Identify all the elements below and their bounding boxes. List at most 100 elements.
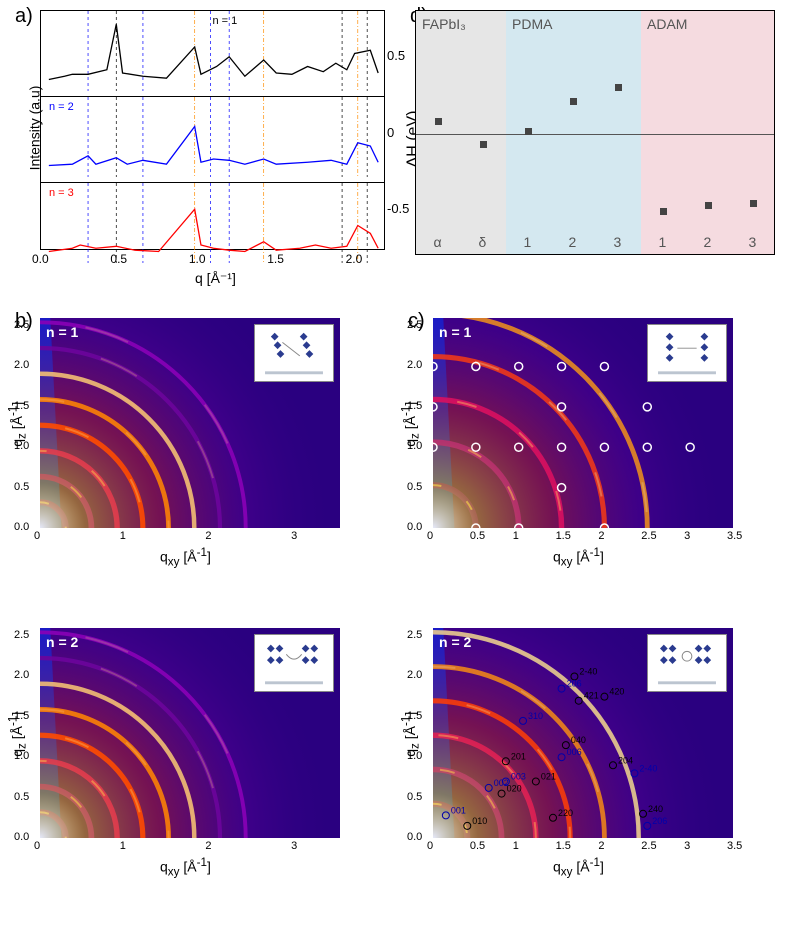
scatter-plot: FAPbI₃PDMAADAMαδ123123 [415, 10, 775, 255]
ytick: 1.5 [407, 710, 422, 722]
panel-d-enthalpy: d) ΔH (eV) FAPbI₃PDMAADAMαδ123123 -0.500… [415, 10, 775, 295]
xtick: 2.5 [641, 840, 656, 852]
xcat: 3 [614, 234, 622, 250]
data-point [525, 128, 532, 135]
svg-text:220: 220 [558, 808, 573, 818]
xtick: 2.5 [641, 530, 656, 542]
xrd-n3: n = 3 [41, 183, 384, 268]
ytick: 2.5 [14, 629, 29, 641]
xtick: 3 [684, 840, 690, 852]
xtick: 1 [513, 840, 519, 852]
giwaxs-plot: n = 1 [40, 318, 340, 528]
n-label-1: n = 2 [49, 101, 74, 113]
n-label-2: n = 3 [49, 187, 74, 199]
svg-text:006: 006 [567, 747, 582, 757]
n-overlay: n = 2 [46, 634, 78, 650]
svg-text:002: 002 [494, 778, 509, 788]
xcat: 1 [659, 234, 667, 250]
ytick: 2.0 [14, 669, 29, 681]
giwaxs-c2: 2-402064214203100400062012042-4000302102… [433, 628, 773, 873]
svg-text:021: 021 [541, 771, 556, 781]
xtick: 0.5 [470, 530, 485, 542]
panel-a-label: a) [15, 5, 33, 28]
xcat: 2 [704, 234, 712, 250]
giwaxs-c1: n = 1qz [Å-1]qxy [Å-1]00.511.522.533.50.… [433, 318, 773, 563]
xcat: 1 [524, 234, 532, 250]
xtick: 3 [684, 530, 690, 542]
ytick: 0.0 [14, 521, 29, 533]
svg-text:240: 240 [648, 804, 663, 814]
inset-schematic [647, 634, 727, 692]
xtick: 1 [513, 530, 519, 542]
giwaxs-plot: n = 2 [40, 628, 340, 838]
xtick: 1 [120, 530, 126, 542]
xrd-svg-1 [41, 97, 386, 177]
xtick: 2 [598, 840, 604, 852]
ytick: 0 [387, 125, 394, 140]
xtick: 2 [205, 840, 211, 852]
ytick: 1.0 [407, 750, 422, 762]
ytick: 1.5 [14, 400, 29, 412]
ytick: 0.5 [407, 481, 422, 493]
xcat: 3 [749, 234, 757, 250]
ytick: 0.5 [387, 48, 405, 63]
data-point [660, 208, 667, 215]
svg-text:201: 201 [511, 751, 526, 761]
panel-b-label: b) [15, 310, 33, 333]
n-overlay: n = 1 [46, 324, 78, 340]
ytick: -0.5 [387, 201, 409, 216]
svg-text:206: 206 [567, 679, 582, 689]
giwaxs-xlabel: qxy [Å-1] [160, 546, 211, 568]
xtick: 2 [598, 530, 604, 542]
svg-text:020: 020 [507, 784, 522, 794]
xtick: 1.5 [556, 840, 571, 852]
ytick: 0.5 [14, 791, 29, 803]
xtick: 0.5 [110, 252, 127, 266]
xtick: 3.5 [727, 530, 742, 542]
giwaxs-xlabel: qxy [Å-1] [553, 546, 604, 568]
ytick: 0.0 [407, 831, 422, 843]
ytick: 1.0 [407, 440, 422, 452]
region-label: PDMA [512, 16, 552, 32]
ytick: 2.5 [407, 629, 422, 641]
ytick: 1.5 [407, 400, 422, 412]
xtick: 0 [34, 840, 40, 852]
ytick: 2.0 [407, 669, 422, 681]
panel-a-xlabel: q [Å⁻¹] [195, 270, 236, 287]
xrd-svg-2 [41, 183, 386, 263]
ytick: 0.0 [407, 521, 422, 533]
xtick: 0 [34, 530, 40, 542]
giwaxs-xlabel: qxy [Å-1] [553, 856, 604, 878]
xcat: δ [479, 234, 487, 250]
ytick: 0.5 [407, 791, 422, 803]
giwaxs-b1: n = 1qz [Å-1]qxy [Å-1]01230.00.51.01.52.… [40, 318, 380, 563]
n-label-0: n = 1 [213, 15, 238, 27]
svg-text:421: 421 [584, 691, 599, 701]
panel-a-ylabel: Intensity (a.u) [26, 86, 42, 171]
xtick: 1 [120, 840, 126, 852]
data-point [435, 118, 442, 125]
svg-text:310: 310 [528, 711, 543, 721]
ytick: 0.5 [14, 481, 29, 493]
xtick: 3 [291, 840, 297, 852]
region-label: FAPbI₃ [422, 16, 466, 32]
svg-text:001: 001 [451, 805, 466, 815]
svg-text:206: 206 [652, 816, 667, 826]
n-overlay: n = 1 [439, 324, 471, 340]
panel-c-label: c) [408, 310, 425, 333]
data-point [570, 98, 577, 105]
xtick: 0 [427, 530, 433, 542]
ytick: 1.0 [14, 440, 29, 452]
panel-a-xrd: a) Intensity (a.u) n = 1 n = 2 n = 3 q [… [40, 10, 385, 295]
ytick: 1.5 [14, 710, 29, 722]
region-label: ADAM [647, 16, 687, 32]
giwaxs-xlabel: qxy [Å-1] [160, 856, 211, 878]
svg-text:204: 204 [618, 755, 633, 765]
ytick: 2.0 [407, 359, 422, 371]
xcat: 2 [569, 234, 577, 250]
xtick: 0.5 [470, 840, 485, 852]
ytick-mark [415, 210, 416, 211]
xtick: 0 [427, 840, 433, 852]
inset-schematic [647, 324, 727, 382]
ytick: 0.0 [14, 831, 29, 843]
